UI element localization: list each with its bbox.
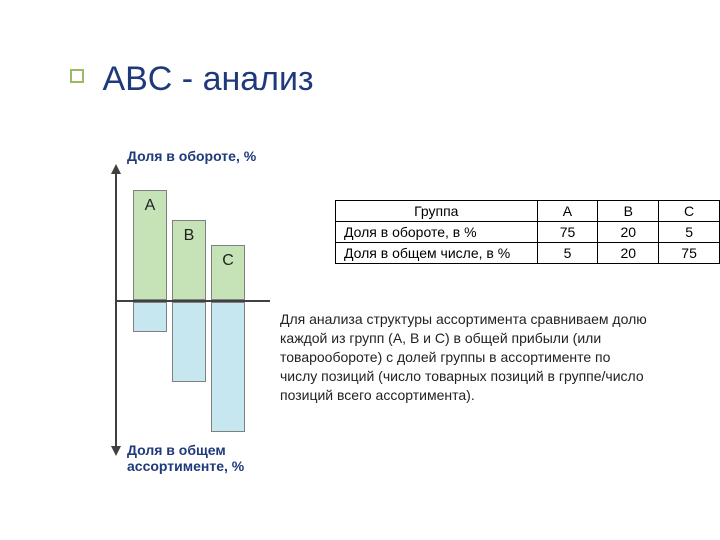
abc-bar-chart: Доля в обороте, % Доля в общем ассортиме…	[115, 150, 285, 470]
table-row: Доля в обороте, в %75205	[336, 222, 720, 243]
row-value: 20	[598, 243, 659, 264]
bar-bottom-a	[133, 302, 167, 332]
abc-data-table: ГруппаABCДоля в обороте, в %75205Доля в …	[335, 200, 720, 264]
bar-top-a: A	[133, 190, 167, 300]
row-value: 75	[659, 243, 720, 264]
row-value: 20	[598, 222, 659, 243]
description-text: Для анализа структуры ассортимента сравн…	[280, 310, 650, 404]
row-value: 75	[537, 222, 598, 243]
bar-label-b: B	[173, 227, 205, 245]
table-header-row: ГруппаABC	[336, 201, 720, 222]
table-header-col-a: A	[537, 201, 598, 222]
slide: ABC - анализ Доля в обороте, % Доля в об…	[0, 0, 720, 540]
slide-title: ABC - анализ	[102, 60, 313, 99]
table-header-col-c: C	[659, 201, 720, 222]
row-label: Доля в общем числе, в %	[336, 243, 538, 264]
row-value: 5	[537, 243, 598, 264]
row-value: 5	[659, 222, 720, 243]
row-label: Доля в обороте, в %	[336, 222, 538, 243]
bar-label-c: C	[212, 252, 244, 270]
axis-label-bottom: Доля в общем ассортименте, %	[127, 442, 285, 474]
vertical-axis	[115, 172, 117, 448]
bar-bottom-b	[172, 302, 206, 382]
title-bullet-icon	[70, 69, 84, 83]
arrow-down-icon	[111, 446, 121, 456]
bar-bottom-c	[211, 302, 245, 432]
bar-label-a: A	[134, 197, 166, 215]
bar-top-c: C	[211, 245, 245, 300]
table-header-group: Группа	[336, 201, 538, 222]
title-area: ABC - анализ	[70, 60, 314, 99]
table-row: Доля в общем числе, в %52075	[336, 243, 720, 264]
bar-top-b: B	[172, 220, 206, 300]
table-header-col-b: B	[598, 201, 659, 222]
axis-label-top: Доля в обороте, %	[127, 148, 256, 164]
